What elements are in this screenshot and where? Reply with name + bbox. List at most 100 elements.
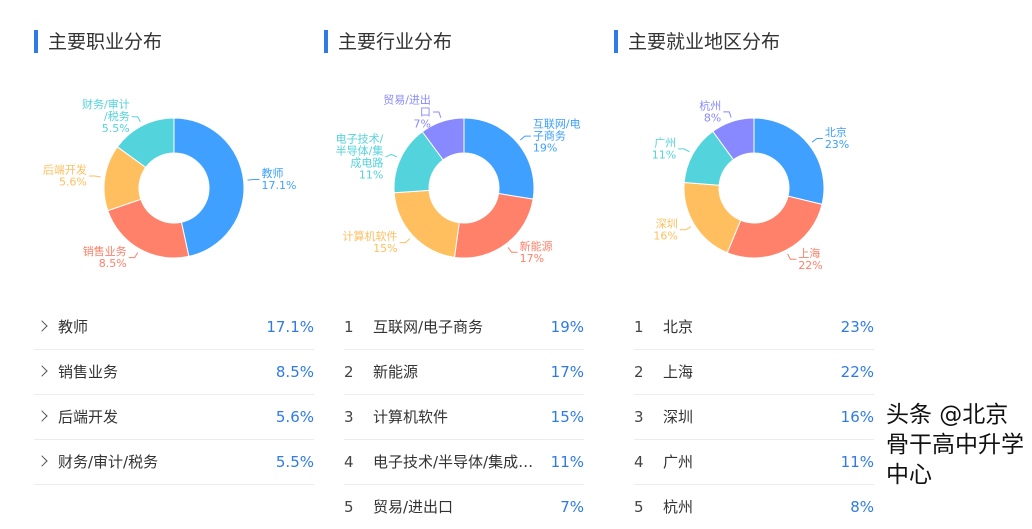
chevron-right-icon [36,365,48,377]
region-donut-chart: 北京 23% 上海 22% 深圳 16% 广州 11% 杭州 8% [652,98,850,272]
item-label: 互联网/电子商务 [373,318,484,336]
slice-label: 深圳 16% [653,217,677,242]
slice-label: 后端开发 5.6% [43,163,87,189]
label-leader-line [787,253,797,260]
label-leader-line [520,135,531,141]
panel-title: 主要职业分布 [34,30,162,54]
slice-label: 销售业务 8.5% [83,244,127,270]
occupation-list: 教师 17.1% 销售业务 8.5% 后端开发 5.6% 财务/审计/税务 5.5% [34,305,314,485]
watermark: 头条 @北京骨干高中升学中心 [886,402,1024,488]
slice-label: 上海 22% [798,246,822,272]
item-label: 教师 [58,318,89,336]
slice-label: 杭州 8% [699,98,721,124]
item-value: 15% [550,408,584,426]
label-leader-line [88,175,101,178]
item-label: 电子技术/半导体/集成电路 [373,453,545,471]
list-item[interactable]: 3 计算机软件 15% [344,395,584,440]
label-leader-line [247,178,260,181]
item-label: 财务/审计/税务 [58,453,159,471]
label-leader-line [131,116,141,123]
label-leader-line [679,226,692,231]
donut-slice[interactable] [453,192,534,259]
label-leader-line [128,252,139,259]
donut-slice[interactable] [753,117,825,205]
slice-label: 贸易/进出口 7% [383,93,431,131]
rank-number: 4 [634,453,644,471]
label-leader-line [399,238,411,244]
slice-label: 北京 23% [825,125,849,151]
item-label: 贸易/进出口 [373,498,454,516]
slice-label: 新能源 17% [520,239,553,265]
donut-slice[interactable] [726,195,823,259]
chevron-right-icon [36,320,48,332]
panel-title: 主要就业地区分布 [614,30,780,54]
list-item[interactable]: 1 互联网/电子商务 19% [344,305,584,350]
rank-number: 3 [344,408,354,426]
item-label: 杭州 [663,498,694,516]
donut-slice[interactable] [393,189,460,258]
label-leader-line [507,247,518,253]
list-item[interactable]: 财务/审计/税务 5.5% [34,440,314,485]
item-label: 新能源 [373,363,419,381]
item-value: 19% [550,318,584,336]
list-item[interactable]: 4 广州 11% [634,440,874,485]
panel-occupation: 主要职业分布 教师 17.1% 销售业务 8.5% 后端开发 5.6% 财务/审计/税务 5.… [34,0,314,519]
item-value: 8.5% [275,363,314,381]
item-value: 11% [840,453,874,471]
rank-number: 2 [634,363,644,381]
industry-list: 1 互联网/电子商务 19% 2 新能源 17% 3 计算机软件 15% 4 电子技术/半导体/集成… [344,305,584,529]
rank-number: 3 [634,408,644,426]
item-label: 计算机软件 [373,408,449,426]
label-leader-line [678,148,690,153]
slice-label: 财务/审计/税务 5.5% [82,97,130,135]
industry-donut-chart: 互联网/电子商务 19% 新能源 17% 计算机软件 15% 电子技术/半导体/集成电路 11… [336,93,581,265]
occupation-donut-chart: 教师 17.1% 销售业务 8.5% 后端开发 5.6% 财务/审计/税务 5.5% [43,97,297,270]
item-value: 8% [850,498,874,516]
item-value: 17.1% [266,318,314,336]
list-item[interactable]: 1 北京 23% [634,305,874,350]
panel-industry: 主要行业分布 互联网/电子商务 19% 新能源 17% 计算机软件 15% 电子技术/半导体… [324,0,584,519]
donut-slice[interactable] [173,117,245,257]
item-label: 后端开发 [58,408,119,426]
item-label: 广州 [663,453,694,471]
item-label: 销售业务 [58,363,119,381]
list-item[interactable]: 后端开发 5.6% [34,395,314,440]
list-item[interactable]: 2 上海 22% [634,350,874,395]
rank-number: 2 [344,363,354,381]
panel-title: 主要行业分布 [324,30,452,54]
slice-label: 互联网/电子商务 19% [533,118,581,155]
slice-label: 电子技术/半导体/集成电路 11% [336,133,384,182]
chevron-right-icon [36,455,48,467]
list-item[interactable]: 销售业务 8.5% [34,350,314,395]
list-item[interactable]: 教师 17.1% [34,305,314,350]
list-item[interactable]: 3 深圳 16% [634,395,874,440]
chevron-right-icon [36,410,48,422]
donut-slice[interactable] [421,117,465,161]
item-value: 17% [550,363,584,381]
item-value: 22% [840,363,874,381]
label-leader-line [385,153,398,158]
list-item[interactable]: 5 杭州 8% [634,485,874,529]
item-value: 16% [840,408,874,426]
item-label: 上海 [663,363,694,381]
list-item[interactable]: 5 贸易/进出口 7% [344,485,584,529]
rank-number: 5 [634,498,644,516]
panel-region: 主要就业地区分布 北京 23% 上海 22% 深圳 16% 广州 11% 杭州 8% 1 北京 23%… [614,0,874,519]
list-item[interactable]: 2 新能源 17% [344,350,584,395]
item-value: 5.5% [275,453,314,471]
label-leader-line [723,111,732,118]
donut-slice[interactable] [712,117,755,161]
label-leader-line [811,137,823,143]
item-value: 7% [560,498,584,516]
item-value: 23% [840,318,874,336]
rank-number: 5 [344,498,354,516]
donut-slice[interactable] [116,117,175,169]
item-label: 北京 [663,318,694,336]
item-label: 深圳 [663,408,694,426]
item-value: 5.6% [275,408,314,426]
label-leader-line [432,111,442,118]
rank-number: 1 [634,318,644,336]
slice-label: 计算机软件 15% [343,229,398,255]
donut-slice[interactable] [463,117,535,200]
list-item[interactable]: 4 电子技术/半导体/集成电路 11% [344,440,584,485]
